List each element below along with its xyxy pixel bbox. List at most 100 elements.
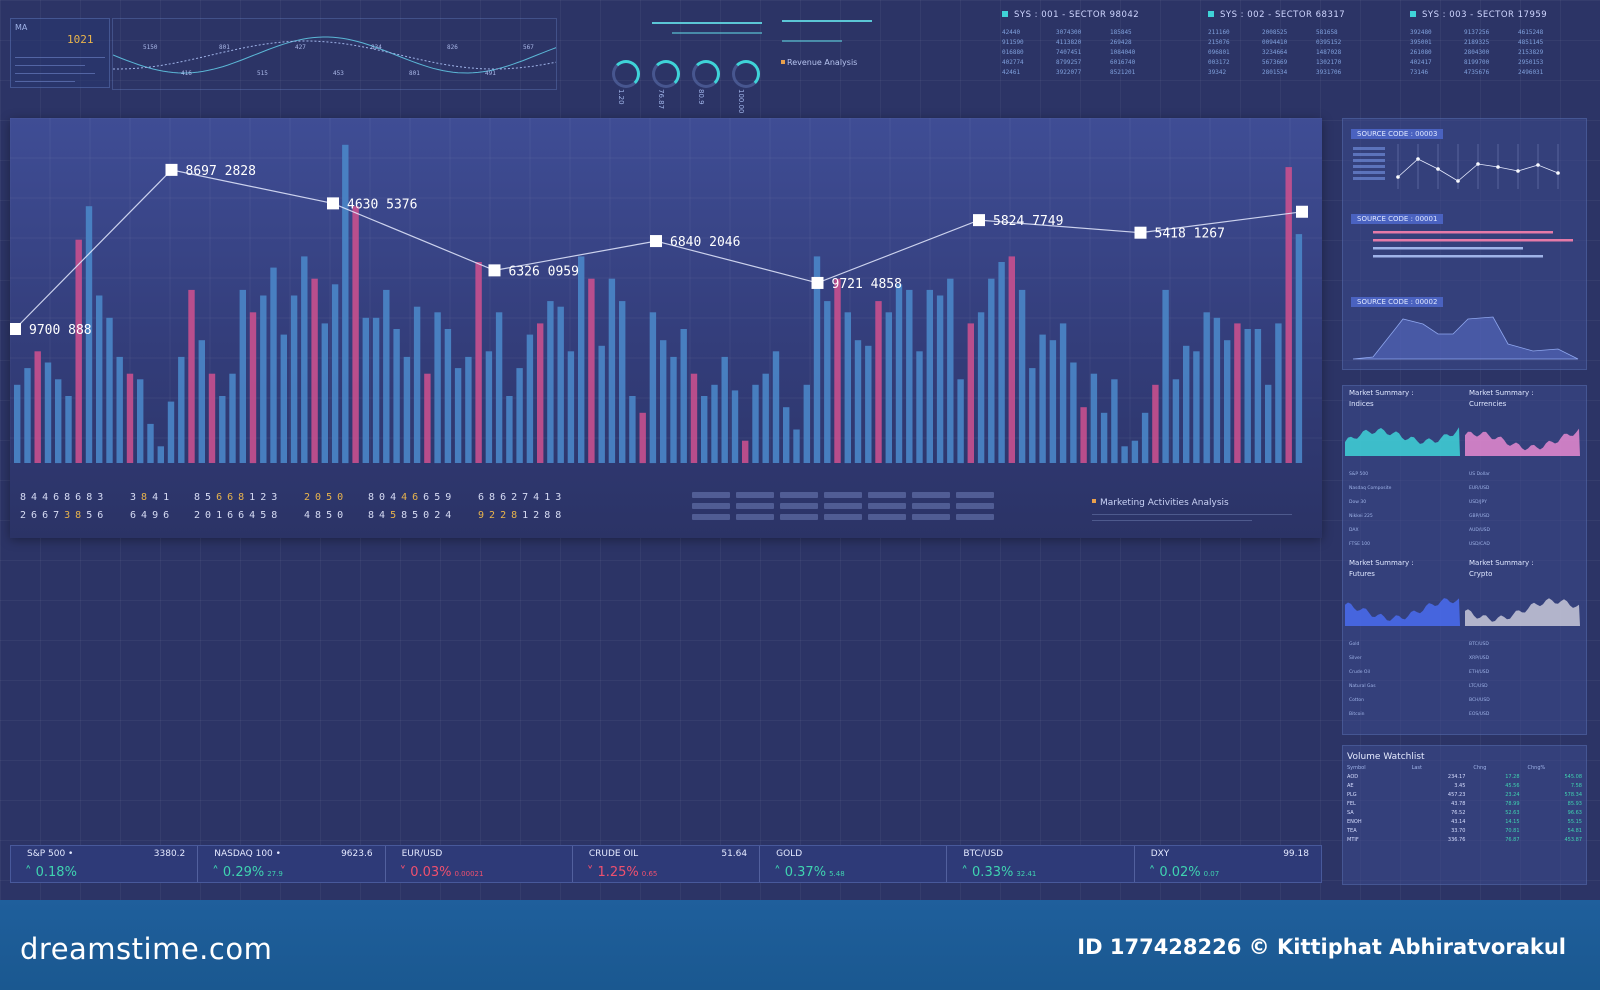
chart-bar [895,284,903,463]
watchlist-row[interactable]: PLG 457.23 23.24 578.34 [1347,791,1582,798]
list-bar [1353,147,1385,150]
chart-bar [711,384,718,463]
market-row: LTC/USD [1469,684,1488,689]
chart-bar [1275,323,1282,463]
chart-bar [1162,289,1169,463]
ticker-item[interactable]: GOLD ˄ 0.37% 5.48 [760,846,948,882]
ticker-name: GOLD [776,849,803,859]
line-marker [650,235,662,248]
chart-bar [116,356,123,463]
chart-bar [1059,323,1067,463]
chart-bar [1203,312,1210,464]
market-row: US Dollar [1469,472,1490,477]
chart-bar [1285,167,1292,463]
chart-bar [660,340,667,463]
ticker-item[interactable]: S&P 500 • 3380.2 ˄ 0.18% [11,846,199,882]
chart-bar [506,396,513,463]
ticker-item[interactable]: BTC/USD ˄ 0.33% 32.41 [947,846,1135,882]
chart-bar [875,301,882,463]
chart-bar [167,401,175,463]
watchlist-row[interactable]: AE 3.45 45.56 7.58 [1347,782,1582,789]
market-area-chart [1345,598,1460,626]
watchlist-row[interactable]: TEA 33.70 70.81 54.81 [1347,827,1582,834]
ticker-item[interactable]: CRUDE OIL 51.64 ˅ 1.25% 0.65 [573,846,761,882]
ticker-change: ˅ 1.25% 0.65 [586,865,658,880]
watchlist-row[interactable]: AOD 234.17 17.28 545.08 [1347,773,1582,780]
sector-row: 392480 9137256 4615248 [1410,29,1544,36]
line-marker [811,276,824,289]
chart-bar [1090,373,1098,463]
chart-bar [834,278,841,463]
wave-label: 5150 [143,44,158,51]
bar-line-chart: 9700 888 8697 2828 4630 5376 6326 0959 6840 … [10,118,1322,464]
chart-bar [465,356,472,463]
chart-bar [1183,345,1190,463]
grid-cell [956,503,994,509]
chart-bar [321,323,328,463]
market-row: S&P 500 [1349,472,1369,477]
chart-bar [208,373,216,463]
progress-bar [1373,239,1573,242]
chart-bar [772,351,780,463]
chart-bar [988,278,995,463]
chart-bar [1254,329,1262,463]
watchlist-row[interactable]: ENOH 43.14 14.15 55.15 [1347,818,1582,825]
line-data-label: 9721 4858 [832,277,902,292]
watchlist-row[interactable]: MTIF 336.76 76.87 453.87 [1347,836,1582,843]
chart-bar [434,312,441,464]
line-data-label: 5824 7749 [993,214,1063,229]
market-row: ETH/USD [1469,670,1490,675]
chart-bar [96,295,103,463]
chart-bar [701,396,708,463]
chart-bar [311,278,318,463]
wave-label: 416 [181,70,192,77]
ticker-change: ˄ 0.02% 0.07 [1148,865,1220,880]
market-row: DAX [1349,528,1359,533]
chart-bar [249,312,257,464]
sector-panel-2: SYS : 002 - SECTOR 68317 211160 2008525 58… [1208,10,1398,95]
chart-bar [690,373,698,463]
chart-bar [906,289,913,463]
sector-row: 911590 4113820 269428 [1002,39,1132,46]
market-row: USD/JPY [1469,500,1487,505]
chart-bar [588,278,595,463]
sector-row: 096801 3234664 1487028 [1208,49,1342,56]
gauge-4: 100.00 [732,60,760,114]
chart-bar [1100,412,1108,464]
ticker-change: ˅ 0.03% 0.00021 [399,865,484,880]
grid-cell [824,514,862,520]
chart-bar [977,312,985,464]
ticker-item[interactable]: NASDAQ 100 • 9623.6 ˄ 0.29% 27.9 [198,846,386,882]
dashboard: MA 1021 5150 416 801 515 427 453 834 801 826 491 5… [0,0,1600,900]
chart-bar [485,351,493,463]
wave-chart: 5150 416 801 515 427 453 834 801 826 491 567 [112,18,557,90]
chart-bar [106,317,113,463]
chart-bar [1244,329,1251,463]
market-summary-futures: Market Summary : Futures Gold Silver Crude … [1345,558,1462,726]
market-row: XRP/USD [1469,656,1490,661]
grid-cell [912,492,950,498]
list-bar [1353,159,1385,162]
ticker-item[interactable]: EUR/USD ˅ 0.03% 0.00021 [386,846,573,882]
chart-bar [1018,289,1026,463]
chart-bar [1141,412,1149,464]
wave-label: 834 [371,44,382,51]
ticker-price: 9623.6 [341,849,373,859]
ticker-name: S&P 500 • [27,849,74,859]
chart-bar [301,256,308,463]
chart-bar [137,379,144,464]
ticker-item[interactable]: DXY 99.18 ˄ 0.02% 0.07 [1135,846,1321,882]
chart-bar [670,356,677,463]
chart-bar [1131,440,1139,463]
chart-bar [403,356,411,463]
line-marker [973,214,985,227]
sector-panel-1: SYS : 001 - SECTOR 98042 42440 3074300 185… [1002,10,1192,95]
sector-row: 402417 8199700 2950153 [1410,59,1544,66]
wave-label: 801 [219,44,230,51]
digit-group: 4850 [304,510,349,521]
chart-bar [649,312,657,464]
chart-bar [721,356,728,463]
watchlist-row[interactable]: SA 76.52 52.63 96.63 [1347,809,1582,816]
watchlist-row[interactable]: FEL 43.78 78.99 85.93 [1347,800,1582,807]
chart-bar [413,306,421,463]
